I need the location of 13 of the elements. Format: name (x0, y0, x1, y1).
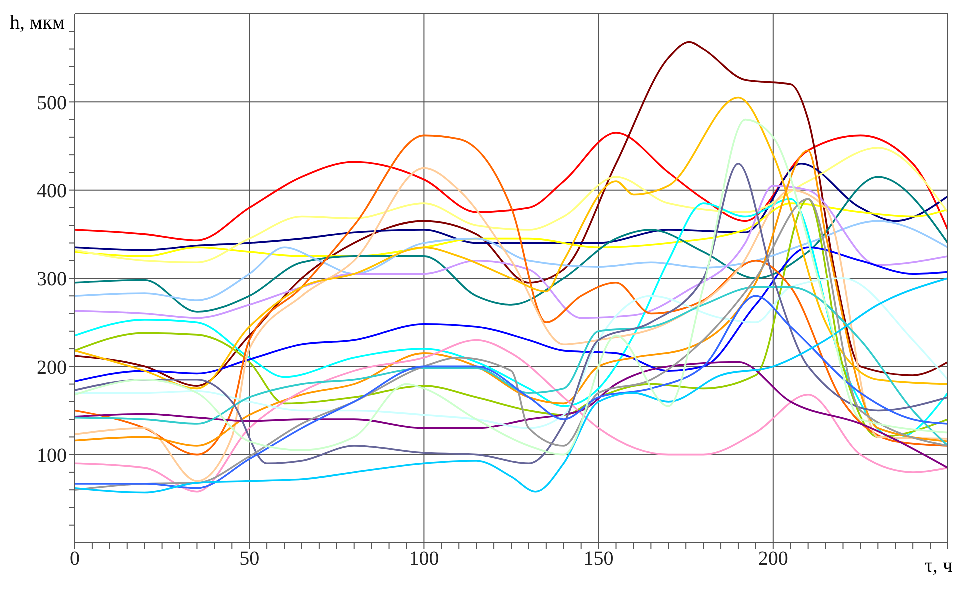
x-tick-label: 150 (584, 548, 614, 570)
y-tick-label: 400 (37, 180, 67, 202)
y-axis-title: h, мкм (10, 12, 66, 35)
x-tick-label: 0 (70, 548, 80, 570)
y-tick-label: 500 (37, 92, 67, 114)
x-tick-label: 200 (758, 548, 788, 570)
x-tick-label: 50 (240, 548, 260, 570)
y-tick-label: 100 (37, 444, 67, 467)
line-series (75, 202, 948, 258)
x-axis-title: τ, ч (922, 555, 955, 578)
y-tick-label: 300 (37, 268, 67, 291)
x-tick-label: 100 (409, 548, 440, 570)
y-tick-label: 200 (37, 356, 67, 379)
